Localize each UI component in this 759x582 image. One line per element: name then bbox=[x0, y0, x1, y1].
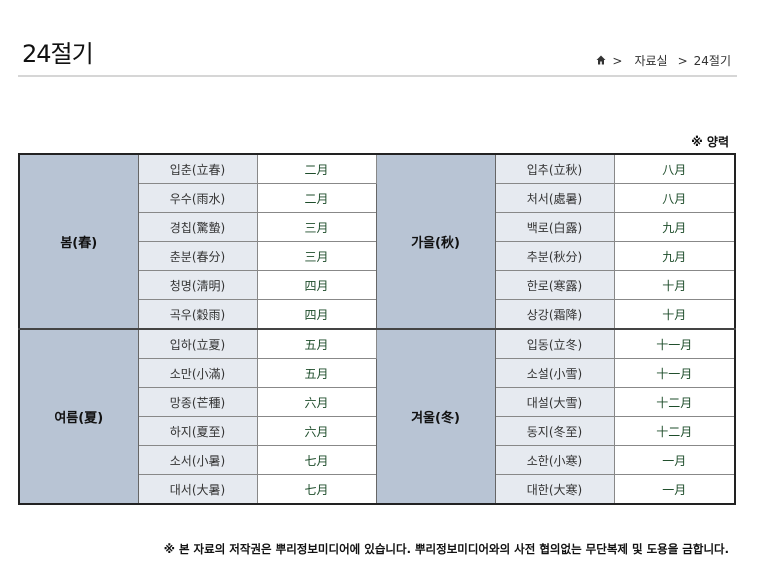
term-month-cell: 一月 bbox=[613, 474, 736, 505]
term-name-cell: 대설(大雪) bbox=[494, 387, 615, 417]
term-month-cell: 九月 bbox=[613, 212, 736, 242]
term-name-cell: 소설(小雪) bbox=[494, 358, 615, 388]
term-name-cell: 춘분(春分) bbox=[137, 241, 258, 271]
term-name-cell: 입동(立冬) bbox=[494, 328, 615, 359]
term-month-cell: 十一月 bbox=[613, 328, 736, 359]
term-month-cell: 九月 bbox=[613, 241, 736, 271]
term-name-cell: 소서(小暑) bbox=[137, 445, 258, 475]
table-row: 하지(夏至) 六月 동지(冬至) 十二月 bbox=[19, 416, 736, 446]
breadcrumb-separator: > bbox=[612, 53, 623, 68]
term-name-cell: 소한(小寒) bbox=[494, 445, 615, 475]
table-row: 여름(夏) 입하(立夏) 五月 겨울(冬) 입동(立冬) 十一月 bbox=[18, 328, 736, 505]
breadcrumb: > 자료실 > 24절기 bbox=[596, 52, 731, 69]
term-name-cell: 입하(立夏) bbox=[137, 328, 258, 359]
term-month-cell: 一月 bbox=[613, 445, 736, 475]
term-name-cell: 처서(處暑) bbox=[494, 183, 615, 213]
breadcrumb-separator: > bbox=[677, 53, 688, 68]
term-month-cell: 十一月 bbox=[613, 358, 736, 388]
season-cell: 가을(秋) bbox=[375, 153, 496, 330]
term-month-cell: 十二月 bbox=[613, 416, 736, 446]
term-name-cell: 입춘(立春) bbox=[137, 153, 258, 184]
table-row: 우수(雨水) 二月 처서(處暑) 八月 bbox=[19, 183, 736, 213]
season-cell: 여름(夏) bbox=[18, 328, 139, 505]
term-name-cell: 대서(大暑) bbox=[137, 474, 258, 505]
copyright-notice: ※ 본 자료의 저작권은 뿌리정보미디어에 있습니다. 뿌리정보미디어와의 사전… bbox=[163, 542, 729, 556]
term-name-cell: 한로(寒露) bbox=[494, 270, 615, 300]
term-month-cell: 四月 bbox=[256, 299, 377, 330]
solar-terms-table: 봄(春) 입춘(立春) 二月 가을(秋) 입추(立秋) 八月 우수(雨水) 二月 처서(處暑) 八… bbox=[18, 153, 736, 505]
term-month-cell: 五月 bbox=[256, 358, 377, 388]
breadcrumb-item-current[interactable]: 24절기 bbox=[693, 54, 731, 68]
term-name-cell: 하지(夏至) bbox=[137, 416, 258, 446]
term-name-cell: 입추(立秋) bbox=[494, 153, 615, 184]
term-name-cell: 곡우(穀雨) bbox=[137, 299, 258, 330]
term-month-cell: 三月 bbox=[256, 241, 377, 271]
home-icon[interactable] bbox=[596, 54, 606, 68]
term-name-cell: 백로(白露) bbox=[494, 212, 615, 242]
term-name-cell: 청명(淸明) bbox=[137, 270, 258, 300]
term-month-cell: 三月 bbox=[256, 212, 377, 242]
term-month-cell: 四月 bbox=[256, 270, 377, 300]
term-month-cell: 十月 bbox=[613, 270, 736, 300]
table-row: 춘분(春分) 三月 추분(秋分) 九月 bbox=[19, 241, 736, 271]
breadcrumb-item-archive[interactable]: 자료실 bbox=[634, 54, 668, 68]
term-month-cell: 二月 bbox=[256, 153, 377, 184]
term-month-cell: 十二月 bbox=[613, 387, 736, 417]
page-title: 24절기 bbox=[22, 40, 94, 68]
table-row: 망종(芒種) 六月 대설(大雪) 十二月 bbox=[19, 387, 736, 417]
term-name-cell: 대한(大寒) bbox=[494, 474, 615, 505]
term-month-cell: 七月 bbox=[256, 445, 377, 475]
table-row: 소서(小暑) 七月 소한(小寒) 一月 bbox=[19, 445, 736, 475]
term-name-cell: 추분(秋分) bbox=[494, 241, 615, 271]
term-name-cell: 우수(雨水) bbox=[137, 183, 258, 213]
term-name-cell: 상강(霜降) bbox=[494, 299, 615, 330]
term-month-cell: 七月 bbox=[256, 474, 377, 505]
table-row: 경칩(驚蟄) 三月 백로(白露) 九月 bbox=[19, 212, 736, 242]
term-month-cell: 六月 bbox=[256, 387, 377, 417]
table-row: 대서(大暑) 七月 대한(大寒) 一月 bbox=[19, 474, 736, 505]
unit-note: ※ 양력 bbox=[691, 135, 729, 149]
term-month-cell: 八月 bbox=[613, 183, 736, 213]
header-divider bbox=[18, 75, 737, 77]
table-row: 청명(淸明) 四月 한로(寒露) 十月 bbox=[19, 270, 736, 300]
term-name-cell: 경칩(驚蟄) bbox=[137, 212, 258, 242]
term-month-cell: 二月 bbox=[256, 183, 377, 213]
term-name-cell: 소만(小滿) bbox=[137, 358, 258, 388]
term-month-cell: 十月 bbox=[613, 299, 736, 330]
table-row: 소만(小滿) 五月 소설(小雪) 十一月 bbox=[19, 358, 736, 388]
season-cell: 겨울(冬) bbox=[375, 328, 496, 505]
table-row: 봄(春) 입춘(立春) 二月 가을(秋) 입추(立秋) 八月 bbox=[18, 153, 736, 330]
season-cell: 봄(春) bbox=[18, 153, 139, 330]
term-month-cell: 六月 bbox=[256, 416, 377, 446]
term-month-cell: 八月 bbox=[613, 153, 736, 184]
term-month-cell: 五月 bbox=[256, 328, 377, 359]
term-name-cell: 동지(冬至) bbox=[494, 416, 615, 446]
term-name-cell: 망종(芒種) bbox=[137, 387, 258, 417]
